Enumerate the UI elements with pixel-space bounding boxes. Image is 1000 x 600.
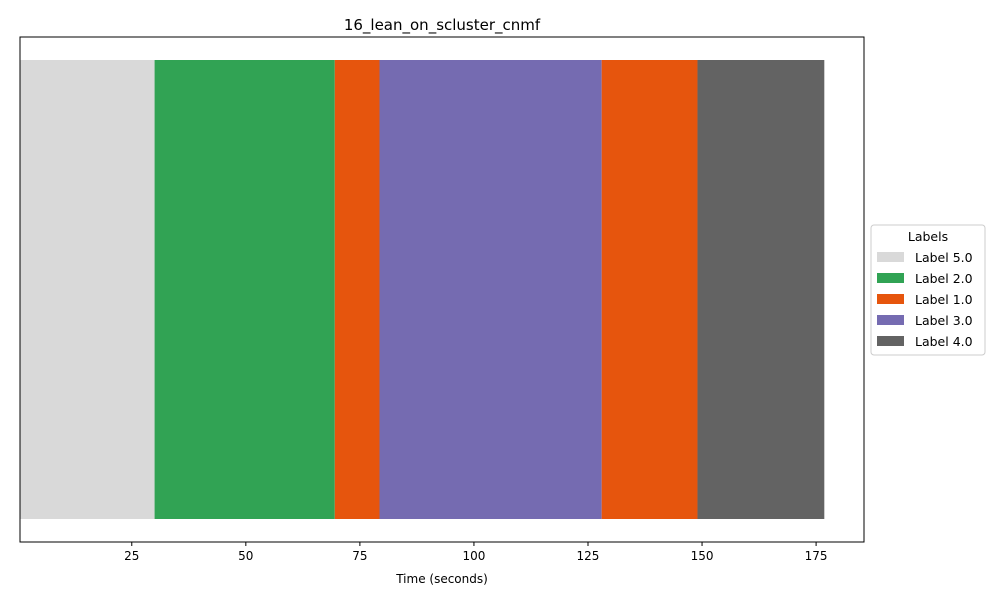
x-tick-label: 50: [238, 549, 253, 563]
segment-2: [334, 60, 380, 519]
legend-swatch: [877, 252, 904, 262]
segment-4: [601, 60, 698, 519]
segment-5: [697, 60, 825, 519]
legend-label: Label 1.0: [915, 292, 973, 307]
legend-swatch: [877, 315, 904, 325]
segments-layer: [20, 60, 825, 519]
x-tick-label: 125: [577, 549, 600, 563]
legend-label: Label 3.0: [915, 313, 973, 328]
x-tick-label: 100: [462, 549, 485, 563]
legend-swatch: [877, 273, 904, 283]
legend-label: Label 2.0: [915, 271, 973, 286]
segment-1: [154, 60, 335, 519]
legend-label: Label 5.0: [915, 250, 973, 265]
plot-frame: [19, 36, 865, 543]
segment-3: [379, 60, 602, 519]
legend-title: Labels: [908, 229, 948, 244]
x-tick-label: 75: [352, 549, 367, 563]
legend-swatch: [877, 336, 904, 346]
x-tick-label: 150: [691, 549, 714, 563]
chart-title: 16_lean_on_scluster_cnmf: [344, 16, 541, 35]
x-axis-label: Time (seconds): [395, 572, 488, 586]
legend-swatch: [877, 294, 904, 304]
x-tick-label: 175: [805, 549, 828, 563]
x-axis: 25 50 75 100 125 150 175: [124, 542, 828, 563]
legend-items: Label 5.0 Label 2.0 Label 1.0 Label 3.0 Labe…: [877, 250, 973, 349]
legend-label: Label 4.0: [915, 334, 973, 349]
x-tick-label: 25: [124, 549, 139, 563]
segment-0: [20, 60, 155, 519]
